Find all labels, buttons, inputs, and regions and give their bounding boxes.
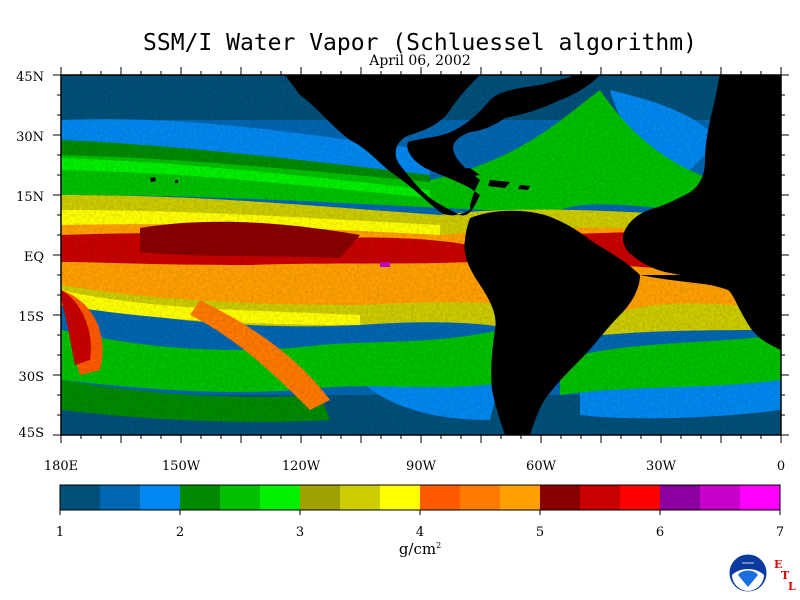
colorbar-label-5: 5 xyxy=(535,525,545,540)
colorbar-label-4: 4 xyxy=(415,525,425,540)
colorbar-swatch xyxy=(420,485,461,510)
map-title: SSM/I Water Vapor (Schluessel algorithm) xyxy=(143,30,697,56)
lat-label-15s: 15S xyxy=(18,310,44,325)
map-field xyxy=(61,75,781,435)
south-america-land xyxy=(464,210,640,435)
colorbar-label-3: 3 xyxy=(295,525,305,540)
colorbar-swatch xyxy=(300,485,341,510)
colorbar-swatch xyxy=(500,485,541,510)
colorbar-swatch xyxy=(180,485,221,510)
lat-label-45s: 45S xyxy=(18,426,44,441)
lon-label-30w: 30W xyxy=(646,459,676,474)
pacific-islands xyxy=(150,177,178,183)
colorbar-swatch xyxy=(660,485,701,510)
lat-label-45n: 45N xyxy=(16,70,44,85)
africa-land-south xyxy=(640,275,781,345)
lon-label-180e: 180E xyxy=(43,459,79,474)
lon-label-0: 0 xyxy=(776,459,786,474)
map-ticks xyxy=(53,67,789,443)
lat-label-eq: EQ xyxy=(23,250,44,265)
colorbar-label-6: 6 xyxy=(655,525,665,540)
lat-label-30s: 30S xyxy=(18,370,44,385)
colorbar-swatch xyxy=(380,485,421,510)
colorbar-swatch xyxy=(340,485,381,510)
colorbar-swatch xyxy=(700,485,741,510)
lat-label-30n: 30N xyxy=(16,130,44,145)
lon-label-90w: 90W xyxy=(406,459,436,474)
caribbean-islands xyxy=(440,168,530,190)
colorbar-swatch xyxy=(580,485,621,510)
etl-letter-l: L xyxy=(788,580,796,593)
colorbar-ticks xyxy=(59,510,781,515)
colorbar-label-2: 2 xyxy=(175,525,185,540)
colorbar-swatch xyxy=(140,485,181,510)
colorbar-swatch xyxy=(260,485,301,510)
map-date-subtitle: April 06, 2002 xyxy=(369,53,471,69)
colorbar-swatch xyxy=(100,485,141,510)
lon-label-60w: 60W xyxy=(526,459,556,474)
colorbar-swatch xyxy=(620,485,661,510)
colorbar-swatch xyxy=(220,485,261,510)
noaa-logo xyxy=(728,553,768,593)
colorbar-units: g/cm2 xyxy=(398,540,442,558)
lon-label-150w: 150W xyxy=(161,459,201,474)
etl-letter-e: E xyxy=(774,558,783,571)
colorbar-swatch xyxy=(460,485,501,510)
lat-label-15n: 15N xyxy=(16,190,44,205)
africa-land xyxy=(622,75,781,435)
colorbar-label-7: 7 xyxy=(775,525,785,540)
colorbar xyxy=(60,485,781,510)
colorbar-swatch xyxy=(60,485,101,510)
colorbar-label-1: 1 xyxy=(55,525,65,540)
etl-letter-t: T xyxy=(781,569,790,582)
colorbar-swatch xyxy=(740,485,781,510)
colorbar-swatch xyxy=(540,485,581,510)
lon-label-120w: 120W xyxy=(281,459,321,474)
north-america-land xyxy=(285,75,600,216)
